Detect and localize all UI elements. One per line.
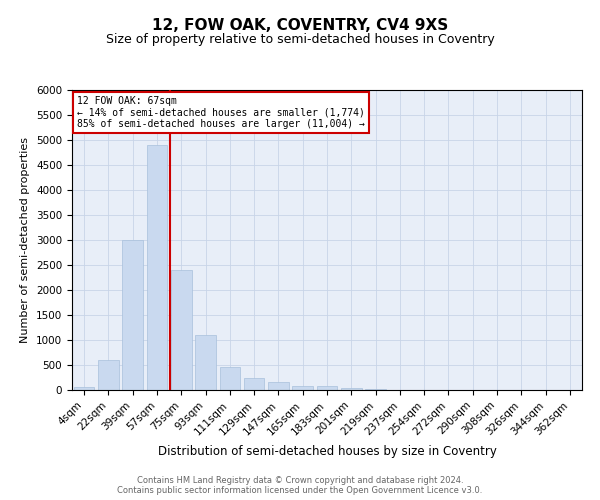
Bar [292,386,313,390]
Bar [98,360,119,390]
Bar [195,335,216,390]
Bar [365,389,386,390]
Text: 12 FOW OAK: 67sqm
← 14% of semi-detached houses are smaller (1,774)
85% of semi-: 12 FOW OAK: 67sqm ← 14% of semi-detached… [77,96,365,129]
Bar [171,270,191,390]
Bar [74,386,94,390]
Bar [146,145,167,390]
Bar [122,240,143,390]
Bar [317,386,337,390]
Bar [244,378,265,390]
Y-axis label: Number of semi-detached properties: Number of semi-detached properties [20,137,31,343]
Bar [268,382,289,390]
Bar [220,367,240,390]
Text: 12, FOW OAK, COVENTRY, CV4 9XS: 12, FOW OAK, COVENTRY, CV4 9XS [152,18,448,32]
X-axis label: Distribution of semi-detached houses by size in Coventry: Distribution of semi-detached houses by … [158,445,496,458]
Bar [341,388,362,390]
Text: Contains HM Land Registry data © Crown copyright and database right 2024.
Contai: Contains HM Land Registry data © Crown c… [118,476,482,495]
Text: Size of property relative to semi-detached houses in Coventry: Size of property relative to semi-detach… [106,32,494,46]
